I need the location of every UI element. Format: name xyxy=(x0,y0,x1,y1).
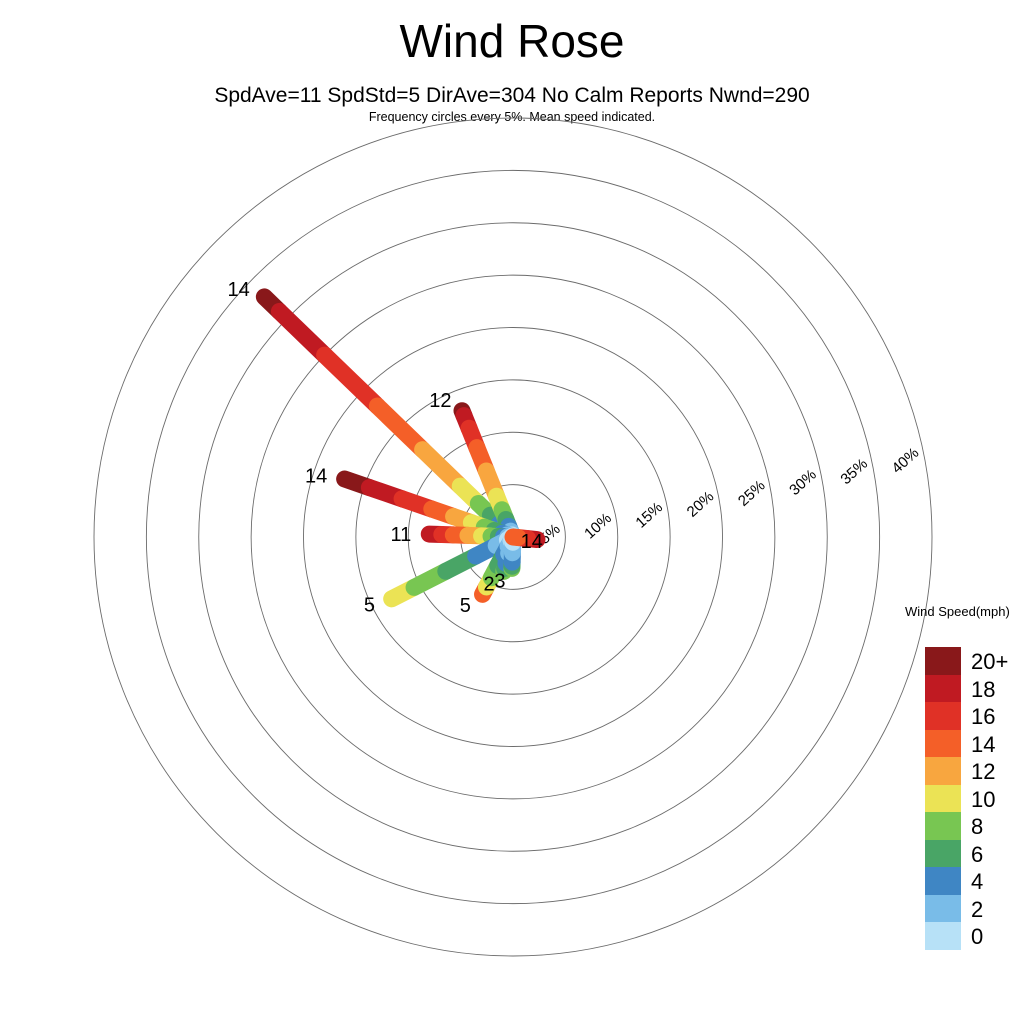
frequency-ring xyxy=(355,379,671,695)
frequency-ring xyxy=(145,169,881,905)
petal-speed-label: 14 xyxy=(521,531,543,553)
legend-label: 0 xyxy=(971,924,984,949)
legend-swatch xyxy=(925,674,961,702)
legend-swatch xyxy=(925,839,961,867)
page-title: Wind Rose xyxy=(399,15,625,67)
frequency-ring xyxy=(303,327,723,747)
radial-tick-label: 30% xyxy=(786,466,820,499)
legend-label: 4 xyxy=(971,869,984,894)
petal-speed-label: 5 xyxy=(460,595,471,617)
legend-label: 8 xyxy=(971,814,984,839)
summary-stats: SpdAve=11 SpdStd=5 DirAve=304 No Calm Re… xyxy=(214,84,810,107)
chart-note: Frequency circles every 5%. Mean speed i… xyxy=(368,110,656,124)
radial-tick-label: 20% xyxy=(684,488,718,521)
legend-swatch xyxy=(925,894,961,922)
petal-speed-label: 14 xyxy=(227,279,249,301)
radial-tick-label: 25% xyxy=(735,477,769,510)
petal-speed-label: 14 xyxy=(305,465,327,487)
radial-tick-label: 40% xyxy=(889,444,923,477)
radial-tick-label: 10% xyxy=(581,510,615,543)
legend-label: 20+ xyxy=(971,649,1009,674)
petal-speed-label: 5 xyxy=(364,595,375,617)
radial-tick-label: 35% xyxy=(837,455,871,488)
legend-label: 10 xyxy=(971,786,996,812)
frequency-rings xyxy=(93,117,933,957)
legend-swatch xyxy=(925,702,961,730)
frequency-ring xyxy=(407,431,619,643)
legend-title: Wind Speed(mph) xyxy=(905,604,1010,619)
radial-tick-label: 15% xyxy=(632,499,666,532)
radial-tick-labels: 5% 10% 15% 20% 25% 30% 35% 40% xyxy=(536,444,922,547)
legend-swatch xyxy=(925,867,961,895)
petal-segment xyxy=(504,528,527,547)
petals-group xyxy=(255,288,546,608)
legend-swatch xyxy=(925,922,961,950)
legend-swatch xyxy=(925,647,961,675)
legend-label: 16 xyxy=(971,704,996,729)
legend-label: 14 xyxy=(971,731,996,757)
legend-swatch xyxy=(925,812,961,840)
legend-label: 2 xyxy=(971,896,984,922)
petal-e[interactable] xyxy=(504,528,546,549)
legend-swatch xyxy=(925,784,961,812)
legend-swatch xyxy=(925,757,961,785)
petal-speed-label: 2 xyxy=(484,573,495,595)
petal-segment xyxy=(270,302,334,364)
petal-segment xyxy=(316,346,386,415)
legend-label: 12 xyxy=(971,759,996,784)
frequency-ring xyxy=(198,222,828,852)
petal-segment xyxy=(368,397,432,459)
petal-speed-label: 11 xyxy=(390,524,411,546)
legend-label: 18 xyxy=(971,676,996,702)
petal-segment xyxy=(414,441,469,495)
legend-label: 6 xyxy=(971,841,984,867)
petal-speed-label: 3 xyxy=(494,571,505,593)
frequency-ring xyxy=(93,117,933,957)
petal-speed-label: 12 xyxy=(429,390,451,412)
frequency-ring xyxy=(250,274,776,800)
legend-swatch xyxy=(925,729,961,757)
